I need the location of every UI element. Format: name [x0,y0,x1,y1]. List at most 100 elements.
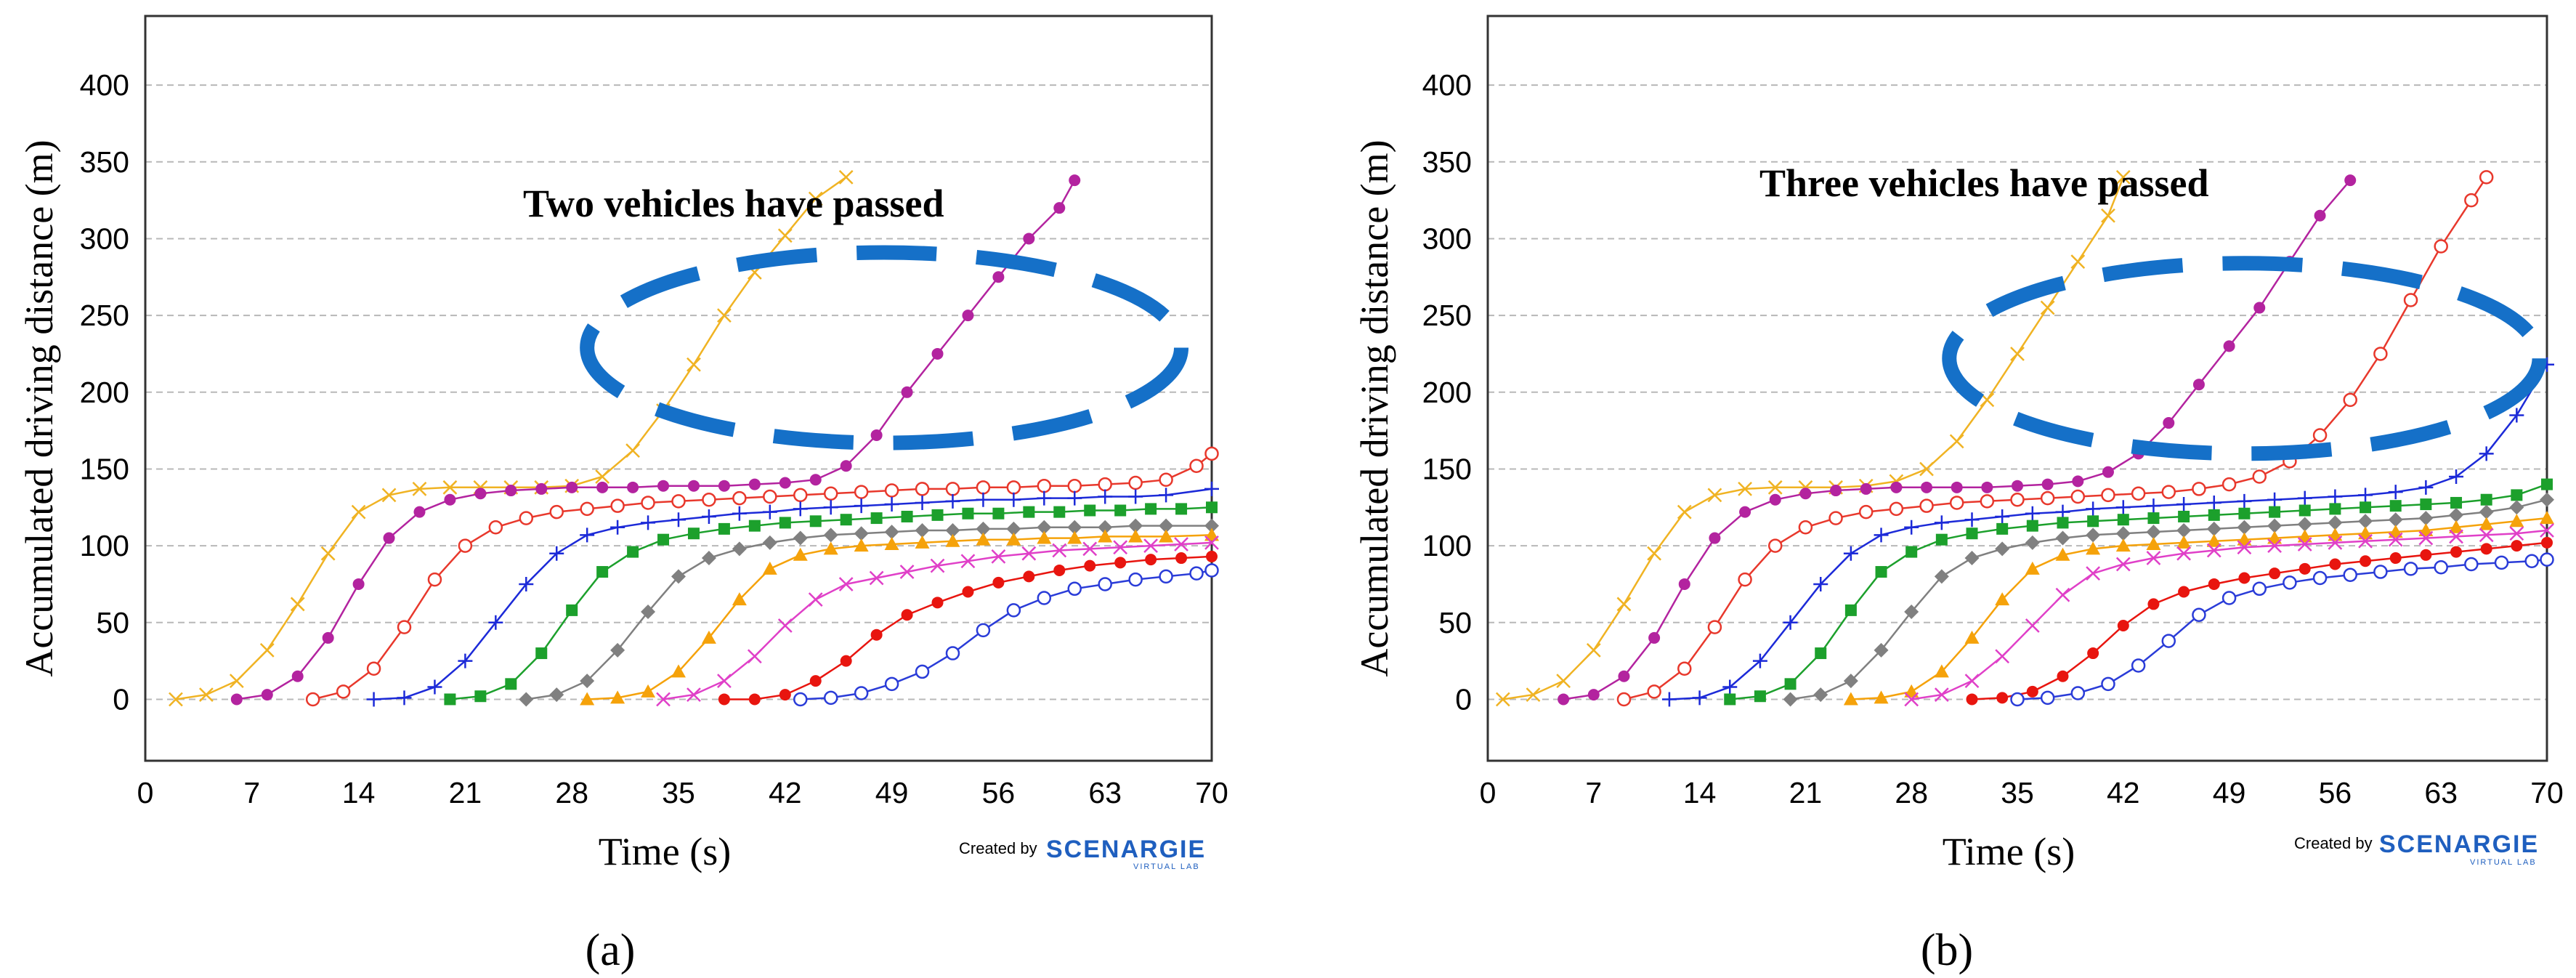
x-tick-label: 63 [2424,776,2458,809]
data-point [641,605,656,619]
data-point [2418,511,2434,526]
data-point [1949,434,1964,449]
data-point [1980,494,1995,509]
x-tick-label: 7 [243,776,260,809]
chart-b-credit-prefix: Created by [2294,834,2373,852]
data-point [762,504,777,520]
data-point [2161,485,2176,499]
y-tick-label: 50 [1438,606,1472,639]
data-point [1830,485,1842,497]
data-point [732,541,747,557]
data-point [1784,678,1797,690]
data-point [2070,686,2086,700]
data-point [2283,575,2297,590]
data-point [1858,504,1874,520]
data-point [1709,532,1721,544]
data-point [505,485,517,497]
data-point [1815,647,1827,660]
chart-panel-a: 0 50 100 150 200 250 300 350 400 0 7 14 21 28 35 42 49 56… [17,15,1228,975]
y-tick-label: 200 [80,376,129,409]
data-point [2072,475,2084,488]
data-point [823,541,838,555]
data-point [2223,340,2235,352]
data-point [1189,566,1204,581]
data-point [2509,500,2524,515]
y-tick-label: 100 [1422,529,1472,562]
data-point [2206,533,2221,547]
data-point [884,676,899,692]
data-point [1996,692,2009,704]
data-point [809,515,822,528]
data-point [1783,615,1798,630]
data-point [717,674,732,688]
data-point [1904,520,1919,535]
data-point [2238,507,2251,520]
data-point [2420,498,2432,511]
data-point [1098,520,1113,535]
series-9-group [1966,536,2553,706]
data-point [2253,302,2266,314]
data-point [1798,520,1813,535]
data-point [1204,481,1219,496]
data-point [2509,408,2524,423]
data-point [838,577,854,591]
data-point [2163,417,2175,429]
x-tick-label: 49 [2213,776,2246,809]
data-point [808,592,823,607]
y-tick-label: 300 [80,222,129,255]
data-point [869,570,884,586]
data-point [566,481,578,493]
series-4-group [1661,357,2554,707]
data-point [2206,543,2221,558]
data-point [2540,552,2554,567]
chart-b-credit-brand: SCENARGIE [2379,831,2539,858]
data-point [2206,495,2221,510]
data-point [976,480,991,495]
data-point [823,500,838,515]
series-10-group [793,563,1219,707]
data-point [747,649,762,664]
data-point [2087,647,2099,660]
data-point [1023,570,1035,583]
data-point [2025,535,2040,550]
y-tick-label: 350 [1422,145,1472,179]
data-point [230,693,243,706]
series-10-line [2017,558,2548,700]
data-point [1677,504,1692,520]
data-point [2388,512,2403,528]
data-point [535,482,548,495]
data-point [2146,498,2161,514]
data-point [870,512,883,525]
data-point [2237,532,2252,546]
data-point [2358,533,2373,549]
y-tick-label: 100 [80,529,129,562]
data-point [2010,692,2025,707]
data-point [1799,488,1812,500]
data-point [2297,537,2312,551]
data-point [2025,561,2040,575]
data-point [2252,581,2267,597]
data-point [229,674,244,688]
data-point [854,498,869,514]
data-point [2509,514,2524,528]
data-point [596,481,609,493]
data-point [2328,515,2343,530]
data-point [915,664,930,679]
data-point [641,684,656,698]
data-point [1067,478,1082,493]
data-point [1159,569,1173,584]
data-point [2540,511,2554,525]
data-point [793,530,808,546]
data-point [2344,174,2357,187]
series-1-line [1502,177,2124,700]
series-4-line [373,488,1212,700]
chart-a-ylabel: Accumulated driving distance (m) [17,140,61,676]
data-point [1934,687,1949,703]
y-tick-label: 50 [96,606,129,639]
data-point [2297,517,2312,532]
data-point [732,506,747,521]
data-point [2041,478,2054,490]
data-point [2418,480,2434,495]
data-point [1067,520,1082,535]
data-point [1067,490,1082,506]
